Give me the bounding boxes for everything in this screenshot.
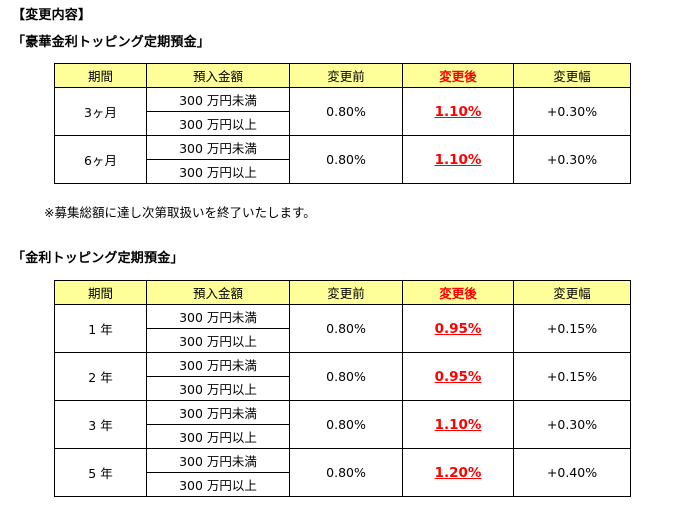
amount-cell: 300 万円未満 [146,304,290,329]
table-header-row: 期間 預入金額 変更前 変更後 変更幅 [54,63,631,88]
before-rate-cell: 0.80% [289,400,403,449]
table-row: 300 万円以上 [55,159,631,184]
col-header-after: 変更後 [402,280,514,305]
before-rate-cell: 0.80% [289,87,403,136]
section1-title: 「豪華金利トッピング定期預金」 [12,35,211,50]
table-row: 6ヶ月 300 万円未満 0.80% 1.10% +0.30% [54,135,631,184]
amount-cell: 300 万円以上 [146,472,290,497]
col-header-before: 変更前 [289,280,403,305]
amount-cell: 300 万円未満 [146,448,290,473]
after-rate-cell: 1.10% [402,135,514,184]
col-header-amount: 預入金額 [146,280,290,305]
table-row: 3 年 300 万円未満 0.80% 1.10% +0.30% [54,400,631,449]
section1-rate-table: 期間 預入金額 変更前 変更後 変更幅 3ヶ月 300 万円未満 0.80% 1… [54,63,631,184]
table-row: 1 年 300 万円未満 0.80% 0.95% +0.15% [54,304,631,353]
change-cell: +0.15% [513,304,631,353]
table-row: 5 年 300 万円未満 0.80% 1.20% +0.40% [54,448,631,497]
after-rate-cell: 0.95% [402,352,514,401]
term-cell: 5 年 [54,448,147,497]
col-header-term: 期間 [54,63,147,88]
amount-cell: 300 万円未満 [146,400,290,425]
after-rate-cell: 1.20% [402,448,514,497]
term-cell: 3 年 [54,400,147,449]
change-cell: +0.40% [513,448,631,497]
table-row: 3ヶ月 300 万円未満 0.80% 1.10% +0.30% [54,87,631,136]
col-header-term: 期間 [54,280,147,305]
change-cell: +0.30% [513,87,631,136]
amount-cell: 300 万円以上 [146,376,290,401]
term-cell: 1 年 [54,304,147,353]
amount-cell: 300 万円以上 [146,159,290,184]
change-cell: +0.30% [513,135,631,184]
change-cell: +0.30% [513,400,631,449]
amount-cell: 300 万円以上 [146,424,290,449]
amount-cell: 300 万円未満 [146,135,290,160]
section2-rate-table: 期間 預入金額 変更前 変更後 変更幅 1 年 300 万円未満 0.80% 0… [54,280,631,497]
table-row: 300 万円以上 [55,376,631,401]
change-cell: +0.15% [513,352,631,401]
table-row: 2 年 300 万円未満 0.80% 0.95% +0.15% [54,352,631,401]
col-header-change: 変更幅 [513,280,631,305]
col-header-change: 変更幅 [513,63,631,88]
term-cell: 6ヶ月 [54,135,147,184]
amount-cell: 300 万円未満 [146,352,290,377]
amount-cell: 300 万円以上 [146,328,290,353]
before-rate-cell: 0.80% [289,448,403,497]
before-rate-cell: 0.80% [289,352,403,401]
col-header-before: 変更前 [289,63,403,88]
after-rate-cell: 1.10% [402,400,514,449]
section1-note: ※募集総額に達し次第取扱いを終了いたします。 [44,205,316,220]
col-header-after: 変更後 [402,63,514,88]
table-row: 300 万円以上 [55,424,631,449]
before-rate-cell: 0.80% [289,304,403,353]
term-cell: 3ヶ月 [54,87,147,136]
section2-title: 「金利トッピング定期預金」 [12,251,184,266]
before-rate-cell: 0.80% [289,135,403,184]
amount-cell: 300 万円未満 [146,87,290,112]
amount-cell: 300 万円以上 [146,111,290,136]
page-heading: 【変更内容】 [12,8,92,23]
after-rate-cell: 1.10% [402,87,514,136]
table-row: 300 万円以上 [55,472,631,497]
table-row: 300 万円以上 [55,111,631,136]
table-header-row: 期間 預入金額 変更前 変更後 変更幅 [54,280,631,305]
term-cell: 2 年 [54,352,147,401]
after-rate-cell: 0.95% [402,304,514,353]
col-header-amount: 預入金額 [146,63,290,88]
